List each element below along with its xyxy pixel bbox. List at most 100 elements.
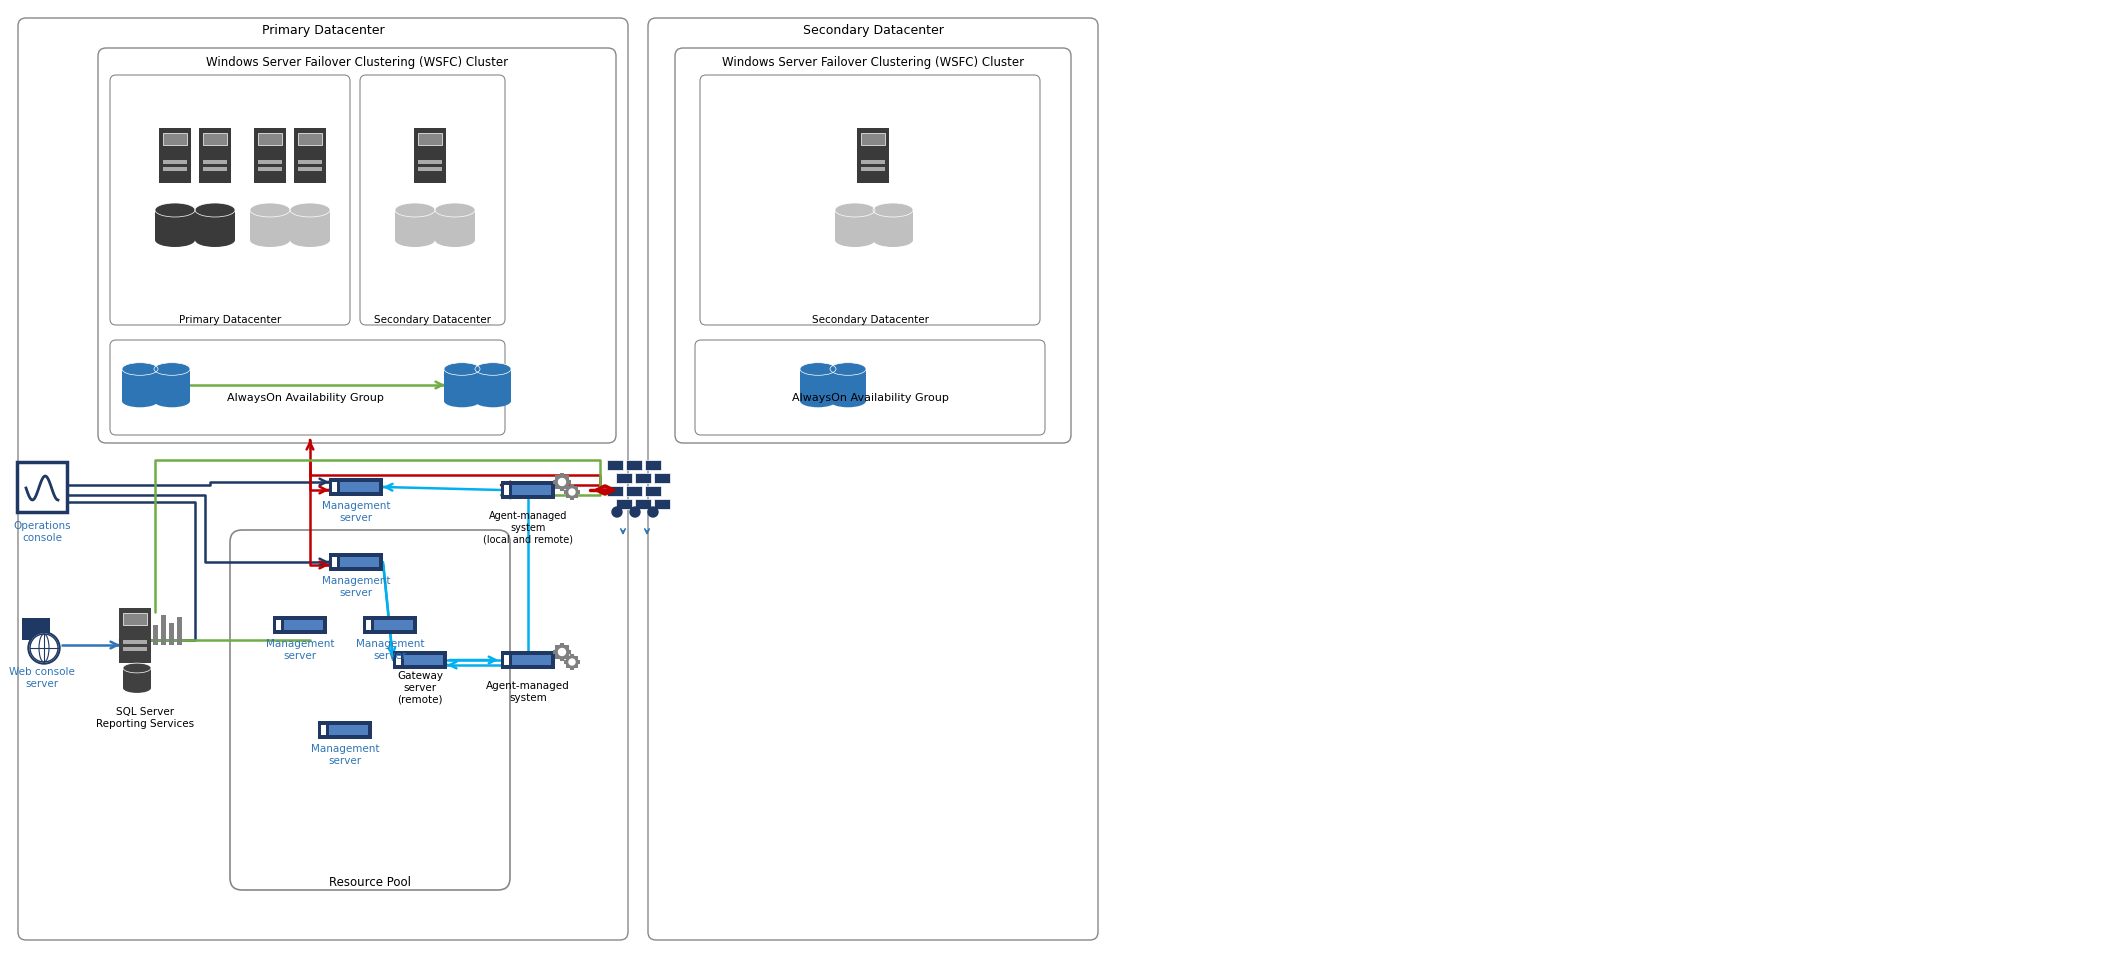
Ellipse shape [194,233,235,247]
Bar [567,656,571,660]
Bar [123,640,148,644]
Ellipse shape [831,395,867,407]
Bar [199,127,230,183]
Bar [560,657,564,661]
Bar [290,210,330,240]
Bar [564,645,569,650]
Bar [393,651,446,669]
Bar [556,655,558,659]
Bar [626,460,643,470]
Text: Management
server: Management server [321,576,391,598]
Bar [317,721,372,739]
Bar [419,167,442,171]
Text: Agent-managed
system
(local and remote): Agent-managed system (local and remote) [482,512,573,544]
Ellipse shape [395,203,435,217]
Bar [330,553,383,571]
Ellipse shape [831,363,867,376]
Bar [560,487,564,491]
Text: Secondary Datacenter: Secondary Datacenter [803,24,943,36]
Ellipse shape [154,363,190,376]
FancyBboxPatch shape [110,340,505,435]
Bar [154,369,190,401]
Bar [567,480,571,484]
Ellipse shape [123,363,159,376]
Bar [258,160,281,164]
Circle shape [611,507,622,517]
Bar [575,494,579,498]
Bar [298,167,321,171]
Bar [194,210,235,240]
Bar [161,615,167,645]
Text: AlwaysOn Availability Group: AlwaysOn Availability Group [226,393,383,403]
Bar [159,127,190,183]
Bar [556,645,558,650]
Circle shape [556,475,569,489]
Text: Windows Server Failover Clustering (WSFC) Cluster: Windows Server Failover Clustering (WSFC… [723,56,1023,69]
Bar [419,160,442,164]
Text: Management
server: Management server [321,501,391,523]
Circle shape [649,507,657,517]
Bar [404,655,444,665]
Bar [634,473,651,483]
Circle shape [569,659,575,665]
Ellipse shape [799,363,835,376]
Text: AlwaysOn Availability Group: AlwaysOn Availability Group [791,393,949,403]
Bar [203,167,226,171]
Bar [615,473,632,483]
Bar [503,655,509,665]
Text: Windows Server Failover Clustering (WSFC) Cluster: Windows Server Failover Clustering (WSFC… [205,56,507,69]
Bar [564,660,569,664]
Ellipse shape [435,233,476,247]
Bar [169,623,173,645]
Bar [571,654,575,658]
Ellipse shape [835,203,875,217]
Circle shape [567,486,577,498]
Text: Primary Datacenter: Primary Datacenter [180,315,281,325]
Bar [615,499,632,509]
Circle shape [569,489,575,495]
Bar [564,490,569,494]
Bar [567,494,571,498]
Bar [512,485,552,495]
Ellipse shape [835,233,875,247]
Ellipse shape [123,683,150,693]
Bar [556,485,558,489]
Bar [395,655,402,665]
Bar [607,486,624,496]
Ellipse shape [154,233,194,247]
Bar [571,666,575,670]
Bar [366,620,370,630]
Text: Gateway
server
(remote): Gateway server (remote) [397,672,444,704]
Bar [17,462,68,512]
Circle shape [630,507,641,517]
Ellipse shape [476,363,512,376]
Ellipse shape [799,395,835,407]
Bar [560,473,564,477]
Bar [340,482,378,492]
Text: Secondary Datacenter: Secondary Datacenter [812,315,928,325]
Bar [653,499,670,509]
Bar [567,664,571,669]
Bar [556,475,558,479]
Bar [512,655,552,665]
Bar [163,167,186,171]
Bar [330,725,368,735]
Text: SQL Server
Reporting Services: SQL Server Reporting Services [95,707,194,729]
Bar [645,486,662,496]
Bar [444,369,480,401]
Bar [645,460,662,470]
FancyBboxPatch shape [700,75,1040,325]
Bar [554,480,556,484]
Bar [163,132,186,145]
Bar [626,486,643,496]
Bar [564,485,569,489]
Bar [321,725,326,735]
Bar [607,460,624,470]
Bar [254,127,285,183]
Bar [564,475,569,479]
Bar [567,650,571,654]
Bar [501,651,556,669]
Text: Management
server: Management server [311,744,378,765]
Text: Primary Datacenter: Primary Datacenter [262,24,385,36]
Bar [653,473,670,483]
